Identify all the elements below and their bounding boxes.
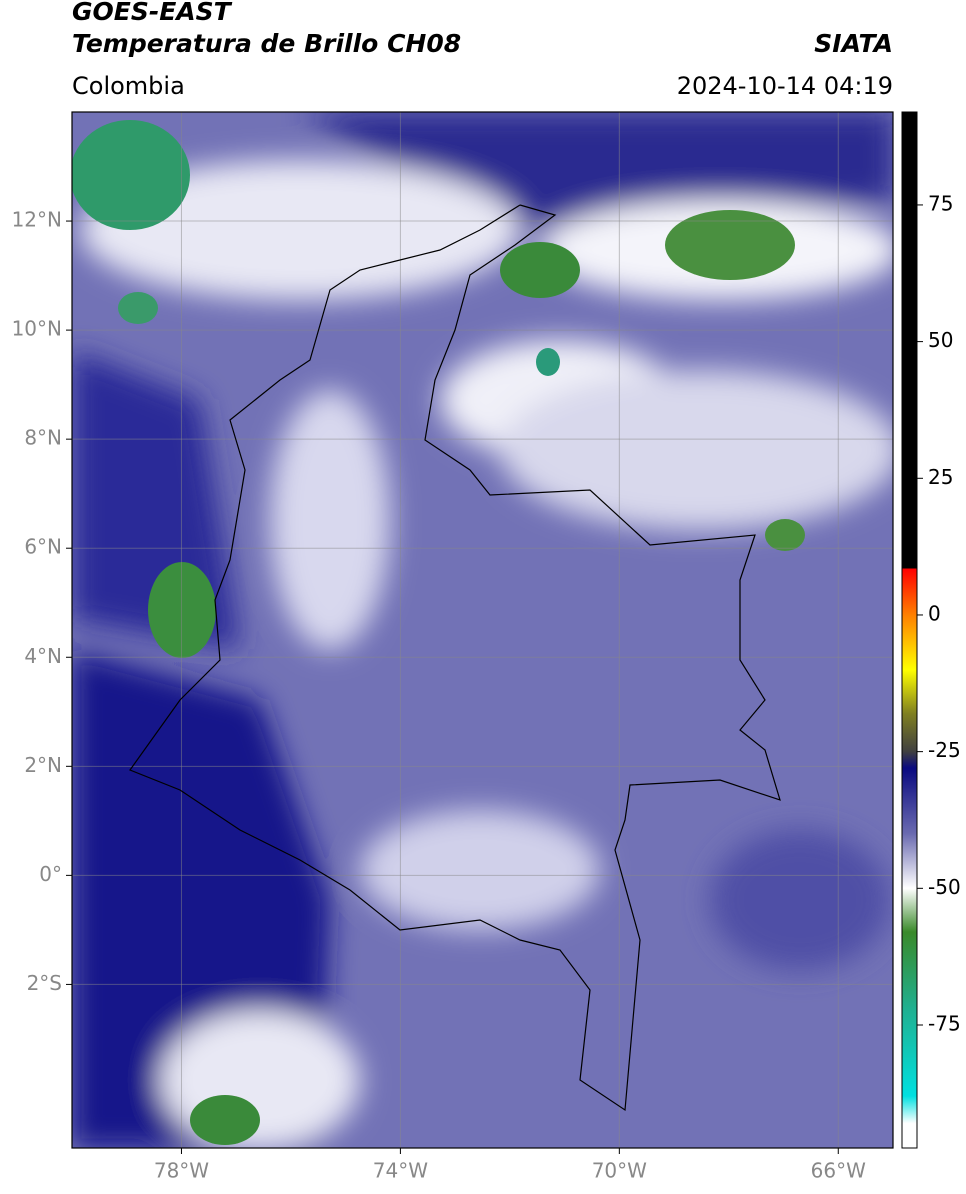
y-tick-label: 2°N <box>24 753 62 777</box>
region: Colombia <box>72 72 185 100</box>
colorbar-label: 75 <box>928 191 953 215</box>
colorbar-label: 25 <box>928 465 953 489</box>
satellite-image <box>72 112 893 1148</box>
y-tick-label: 2°S <box>27 971 62 995</box>
colorbar-label: -25 <box>928 738 961 762</box>
datetime: 2024-10-14 04:19 <box>677 72 893 100</box>
y-tick-label: 6°N <box>24 535 62 559</box>
y-tick-label: 4°N <box>24 644 62 668</box>
x-tick-label: 70°W <box>592 1159 647 1183</box>
x-tick-label: 66°W <box>811 1159 866 1183</box>
colorbar-label: 50 <box>928 328 953 352</box>
colorbar-label: 0 <box>928 601 941 625</box>
colorbar-label: -50 <box>928 875 961 899</box>
subtitle: Temperatura de Brillo CH08 <box>72 29 461 58</box>
source: SIATA <box>814 29 893 58</box>
y-tick-label: 8°N <box>24 426 62 450</box>
x-tick-label: 78°W <box>154 1159 209 1183</box>
y-tick-label: 10°N <box>12 317 62 341</box>
colorbar-label: -75 <box>928 1011 961 1035</box>
title: GOES-EAST <box>72 0 233 26</box>
y-tick-label: 12°N <box>12 208 62 232</box>
map-frame <box>71 111 894 1149</box>
x-tick-label: 74°W <box>373 1159 428 1183</box>
y-tick-label: 0° <box>39 862 62 886</box>
colombia-border <box>129 204 781 1112</box>
colorbar <box>901 111 918 1149</box>
